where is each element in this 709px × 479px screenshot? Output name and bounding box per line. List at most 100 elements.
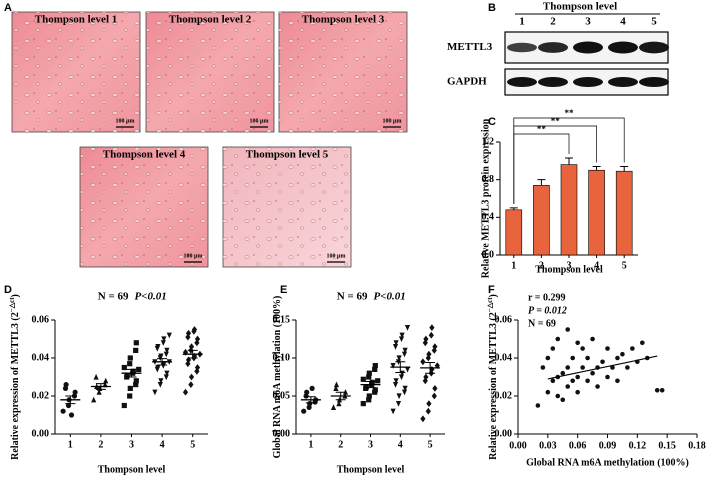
point xyxy=(164,370,170,377)
blot-band xyxy=(573,41,603,54)
y-tick-label: 0.00 xyxy=(32,428,50,439)
image-title: Thompson level 4 xyxy=(103,149,186,161)
x-tick-label: 0.18 xyxy=(688,440,706,451)
sem-bar xyxy=(187,349,198,359)
point xyxy=(369,379,375,385)
point xyxy=(590,336,595,342)
y-axis-label-part: ) xyxy=(10,294,21,297)
point xyxy=(336,400,342,407)
point xyxy=(194,335,201,343)
point xyxy=(121,364,127,371)
point xyxy=(545,389,551,395)
annotation: N = 69 xyxy=(98,291,129,303)
point xyxy=(429,324,435,331)
point xyxy=(60,408,66,414)
blot-band xyxy=(538,77,568,87)
point xyxy=(425,407,431,415)
x-axis-label: Thompson level xyxy=(337,464,405,475)
point xyxy=(560,397,566,403)
significance-label: ** xyxy=(537,124,547,134)
point xyxy=(72,389,78,395)
point xyxy=(121,402,127,409)
point xyxy=(93,373,99,380)
y-tick-label: 0.00 xyxy=(495,428,513,439)
x-tick-label: 2 xyxy=(539,260,544,271)
y-axis-label: Global RNA m6A methylation (100%) xyxy=(272,296,283,459)
point xyxy=(393,378,399,384)
point xyxy=(575,374,580,380)
point xyxy=(565,384,571,389)
point xyxy=(158,378,164,384)
x-axis-label: Thompson level xyxy=(535,264,603,275)
y-axis-label-part: −△ct xyxy=(8,297,16,312)
point xyxy=(390,408,396,415)
x-axis-label: Global RNA m6A methylation (100%) xyxy=(526,457,689,468)
x-tick-label: 0.15 xyxy=(658,440,676,451)
point xyxy=(124,372,130,378)
y-tick-label: 0.04 xyxy=(495,352,513,363)
lane-label: 4 xyxy=(620,16,626,28)
point xyxy=(590,370,595,376)
point xyxy=(550,378,556,384)
point xyxy=(395,401,402,407)
sem-bar xyxy=(126,368,137,378)
point xyxy=(422,377,428,385)
point xyxy=(420,415,426,423)
x-tick-label: 3 xyxy=(368,439,373,450)
error-bar xyxy=(565,157,573,165)
y-axis-label: Relative METTL3 protein expression xyxy=(480,118,491,278)
point xyxy=(429,366,435,373)
blot-band xyxy=(639,77,669,87)
point xyxy=(68,412,75,418)
blot-band xyxy=(538,42,568,53)
point xyxy=(91,396,97,403)
point xyxy=(610,365,615,370)
point xyxy=(605,346,610,351)
point xyxy=(161,336,167,343)
point xyxy=(640,340,645,346)
point xyxy=(630,346,635,351)
point xyxy=(595,384,600,389)
panel-label: D xyxy=(4,284,12,296)
sem-bar xyxy=(305,396,316,404)
bar xyxy=(615,170,633,256)
point xyxy=(432,343,438,350)
point xyxy=(363,384,369,390)
error-bar xyxy=(537,179,546,186)
point xyxy=(160,340,166,346)
x-tick-label: 0.12 xyxy=(629,440,647,451)
regression-line xyxy=(547,355,658,380)
point xyxy=(401,351,408,358)
cell-texture xyxy=(80,147,208,267)
point xyxy=(301,408,307,414)
point xyxy=(432,385,438,392)
y-axis-label-part: Relative expression of METTL3 (2 xyxy=(10,312,21,460)
blot-band xyxy=(507,77,537,87)
panel-label: E xyxy=(280,284,287,296)
point xyxy=(654,388,660,393)
point xyxy=(166,332,172,339)
point xyxy=(535,403,541,408)
point xyxy=(372,387,378,393)
x-tick-label: 1 xyxy=(68,439,73,450)
x-tick-label: 4 xyxy=(398,439,403,450)
y-axis-label-part: −△ct xyxy=(486,297,494,312)
sem-bar xyxy=(365,381,376,389)
point xyxy=(366,374,372,380)
y-tick-label: 0.02 xyxy=(32,390,50,401)
blot-title: Thompson level xyxy=(543,1,617,13)
sem-bar xyxy=(65,395,76,405)
point xyxy=(431,347,437,354)
point xyxy=(615,378,620,384)
point xyxy=(188,381,194,388)
point xyxy=(580,365,585,370)
point xyxy=(155,344,161,350)
point xyxy=(136,366,142,372)
point xyxy=(372,363,378,369)
scale-label: 100 µm xyxy=(184,253,203,259)
blot-band xyxy=(639,41,669,54)
point xyxy=(423,373,429,381)
point xyxy=(133,340,139,346)
point xyxy=(565,365,571,370)
point xyxy=(102,381,108,388)
